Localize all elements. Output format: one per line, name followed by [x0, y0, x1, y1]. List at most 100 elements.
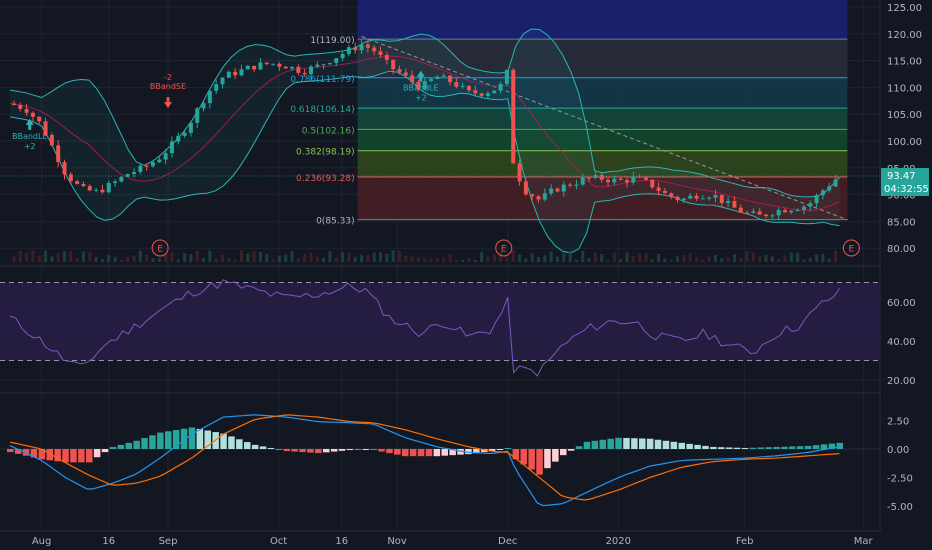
candle-body[interactable] — [542, 193, 547, 200]
candle-body[interactable] — [372, 47, 377, 52]
candle-body[interactable] — [814, 195, 819, 204]
candle-body[interactable] — [568, 184, 573, 186]
candle-body[interactable] — [290, 66, 295, 69]
candle-body[interactable] — [460, 85, 465, 87]
candle-body[interactable] — [264, 62, 269, 64]
candle-body[interactable] — [745, 212, 750, 214]
candle-body[interactable] — [283, 66, 288, 69]
candle-body[interactable] — [37, 116, 42, 122]
candle-body[interactable] — [226, 71, 231, 78]
candle-body[interactable] — [56, 145, 61, 163]
candle-body[interactable] — [214, 84, 219, 91]
candle-body[interactable] — [485, 93, 490, 96]
candle-body[interactable] — [580, 177, 585, 185]
candle-body[interactable] — [176, 135, 181, 142]
candle-body[interactable] — [618, 178, 623, 180]
candle-body[interactable] — [132, 171, 137, 175]
candle-body[interactable] — [435, 76, 440, 80]
candle-body[interactable] — [719, 194, 724, 203]
candle-body[interactable] — [561, 184, 566, 192]
candle-body[interactable] — [252, 65, 257, 70]
candle-body[interactable] — [24, 108, 29, 113]
candle-body[interactable] — [429, 79, 434, 82]
candle-body[interactable] — [549, 188, 554, 194]
candle-body[interactable] — [555, 188, 560, 192]
candle-body[interactable] — [726, 201, 731, 203]
candle-body[interactable] — [100, 189, 105, 193]
candle-body[interactable] — [245, 65, 250, 70]
candle-body[interactable] — [492, 90, 497, 94]
candle-body[interactable] — [68, 174, 73, 182]
last-price-tag[interactable] — [881, 168, 929, 197]
candle-body[interactable] — [466, 85, 471, 91]
candle-body[interactable] — [833, 179, 838, 187]
candle-body[interactable] — [334, 58, 339, 64]
candle-body[interactable] — [523, 181, 528, 195]
candle-body[interactable] — [321, 64, 326, 66]
candle-body[interactable] — [808, 203, 813, 207]
candle-body[interactable] — [776, 210, 781, 216]
candle-body[interactable] — [694, 195, 699, 199]
candle-body[interactable] — [441, 75, 446, 77]
candle-body[interactable] — [30, 112, 35, 117]
candle-body[interactable] — [587, 177, 592, 179]
candle-body[interactable] — [593, 175, 598, 178]
candle-body[interactable] — [416, 81, 421, 90]
candle-body[interactable] — [517, 163, 522, 182]
candle-body[interactable] — [327, 63, 332, 65]
candle-body[interactable] — [795, 209, 800, 211]
earnings-marker-circle[interactable] — [842, 239, 860, 257]
candle-body[interactable] — [353, 47, 358, 51]
candle-body[interactable] — [201, 103, 206, 109]
macd-pane[interactable] — [0, 414, 880, 507]
candle-body[interactable] — [87, 185, 92, 191]
candle-body[interactable] — [125, 174, 130, 177]
candle-body[interactable] — [707, 197, 712, 199]
candle-body[interactable] — [782, 210, 787, 213]
candle-body[interactable] — [536, 196, 541, 200]
candle-body[interactable] — [169, 141, 174, 154]
candle-body[interactable] — [11, 103, 16, 105]
candle-body[interactable] — [296, 66, 301, 73]
candle-body[interactable] — [448, 75, 453, 83]
candle-body[interactable] — [144, 165, 149, 167]
candle-body[interactable] — [113, 181, 118, 184]
candle-body[interactable] — [675, 196, 680, 201]
candle-body[interactable] — [700, 198, 705, 200]
candle-body[interactable] — [220, 77, 225, 85]
candle-body[interactable] — [258, 62, 263, 70]
candle-body[interactable] — [789, 210, 794, 213]
candle-body[interactable] — [606, 179, 611, 183]
candle-body[interactable] — [681, 198, 686, 201]
candle-body[interactable] — [378, 51, 383, 55]
candle-body[interactable] — [530, 194, 535, 197]
candle-body[interactable] — [359, 44, 364, 51]
candle-body[interactable] — [599, 175, 604, 180]
candle-body[interactable] — [422, 81, 427, 90]
candle-body[interactable] — [827, 186, 832, 191]
candle-body[interactable] — [751, 211, 756, 213]
candle-body[interactable] — [157, 159, 162, 163]
candle-body[interactable] — [410, 75, 415, 82]
candle-body[interactable] — [650, 179, 655, 188]
candle-body[interactable] — [94, 189, 99, 191]
candle-body[interactable] — [688, 195, 693, 199]
candle-body[interactable] — [271, 63, 276, 65]
candle-body[interactable] — [713, 194, 718, 198]
candle-body[interactable] — [207, 90, 212, 104]
candle-body[interactable] — [163, 153, 168, 160]
candle-body[interactable] — [454, 82, 459, 87]
candle-body[interactable] — [764, 214, 769, 217]
candle-body[interactable] — [631, 176, 636, 183]
candle-body[interactable] — [106, 183, 111, 193]
candle-body[interactable] — [233, 71, 238, 76]
candle-body[interactable] — [738, 207, 743, 213]
candle-body[interactable] — [732, 201, 737, 208]
candle-body[interactable] — [302, 72, 307, 75]
candle-body[interactable] — [308, 66, 313, 75]
candle-body[interactable] — [637, 176, 642, 178]
candle-body[interactable] — [188, 122, 193, 133]
candle-body[interactable] — [277, 63, 282, 67]
candle-body[interactable] — [403, 72, 408, 76]
